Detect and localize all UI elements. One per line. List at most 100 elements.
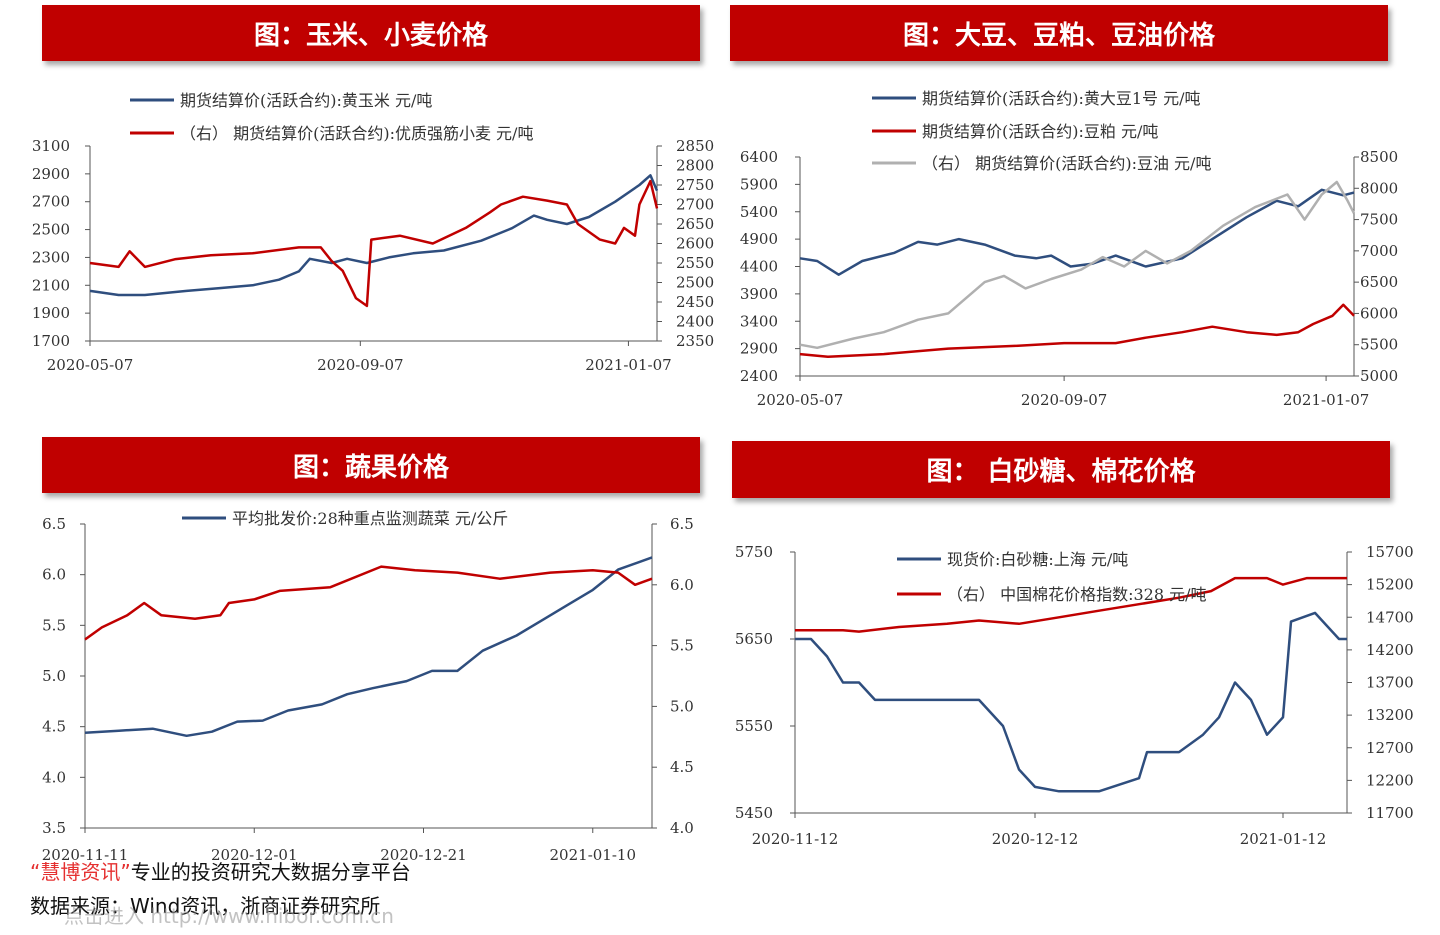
series-line-3: [799, 180, 1356, 350]
right-tick-label: 4.5: [670, 758, 694, 776]
right-tick-label: 2700: [676, 196, 714, 214]
left-tick-label: 2500: [32, 221, 70, 239]
left-tick-label: 6.0: [42, 566, 66, 584]
series-line-1: [89, 174, 659, 297]
x-tick-label: 2021-01-10: [550, 846, 636, 864]
right-tick-label: 6000: [1360, 304, 1398, 322]
legend-label-2: 期货结算价(活跃合约):豆粕 元/吨: [922, 122, 1158, 141]
right-tick-label: 8000: [1360, 179, 1398, 197]
right-tick-label: 2500: [676, 274, 714, 292]
left-tick-label: 5650: [735, 630, 773, 648]
right-tick-label: 12200: [1366, 771, 1414, 789]
left-tick-label: 1700: [32, 332, 70, 350]
left-tick-label: 2400: [740, 367, 778, 385]
series-line-1: [84, 556, 653, 738]
x-tick-label: 2020-11-12: [752, 830, 838, 848]
left-tick-label: 4.5: [42, 718, 66, 736]
right-tick-label: 2750: [676, 176, 714, 194]
left-tick-label: 3100: [32, 137, 70, 155]
left-tick-label: 2900: [32, 165, 70, 183]
x-tick-label: 2020-09-07: [317, 356, 403, 374]
left-tick-label: 2700: [32, 193, 70, 211]
x-tick-label: 2021-01-12: [1240, 830, 1326, 848]
legend-label-2: （右） 期货结算价(活跃合约):优质强筋小麦 元/吨: [180, 124, 533, 143]
left-tick-label: 5450: [735, 804, 773, 822]
x-tick-label: 2021-01-07: [585, 356, 671, 374]
chart1-title: 图：玉米、小麦价格: [42, 5, 700, 61]
right-tick-label: 2600: [676, 235, 714, 253]
right-tick-label: 2550: [676, 254, 714, 272]
right-tick-label: 6500: [1360, 273, 1398, 291]
series-line-1: [795, 611, 1347, 793]
x-tick-label: 2020-12-12: [992, 830, 1078, 848]
right-tick-label: 6.5: [670, 515, 694, 533]
footer-brand: “慧博资讯”: [30, 860, 131, 884]
right-tick-label: 15700: [1366, 543, 1414, 561]
left-tick-label: 6400: [740, 148, 778, 166]
left-tick-label: 4.0: [42, 768, 66, 786]
left-tick-label: 1900: [32, 304, 70, 322]
left-tick-label: 5400: [740, 203, 778, 221]
right-tick-label: 5500: [1360, 336, 1398, 354]
right-tick-label: 13200: [1366, 706, 1414, 724]
right-tick-label: 7000: [1360, 242, 1398, 260]
series-line-2: [795, 576, 1347, 633]
left-tick-label: 5900: [740, 175, 778, 193]
right-tick-label: 2650: [676, 215, 714, 233]
left-tick-label: 6.5: [42, 515, 66, 533]
series-line-1: [799, 188, 1355, 276]
right-tick-label: 15200: [1366, 576, 1414, 594]
left-tick-label: 5550: [735, 717, 773, 735]
right-tick-label: 8500: [1360, 148, 1398, 166]
legend-label-1: 平均批发价:28种重点监测蔬菜 元/公斤: [232, 509, 508, 528]
x-tick-label: 2020-12-01: [211, 846, 297, 864]
chart3-title: 图：蔬果价格: [42, 437, 700, 493]
footer-watermark: 点击进入 http://www.hibor.com.cn: [64, 904, 394, 928]
left-tick-label: 5.0: [42, 667, 66, 685]
footer-source: 数据来源：Wind资讯，浙商证券研究所: [30, 894, 381, 918]
x-tick-label: 2020-09-07: [1021, 391, 1107, 409]
left-tick-label: 5750: [735, 543, 773, 561]
right-tick-label: 5.0: [670, 697, 694, 715]
left-tick-label: 4900: [740, 230, 778, 248]
footer-slogan: 专业的投资研究大数据分享平台: [130, 860, 411, 884]
left-tick-label: 5.5: [42, 616, 66, 634]
legend-label-1: 现货价:白砂糖:上海 元/吨: [947, 550, 1128, 569]
legend-label-3: （右） 期货结算价(活跃合约):豆油 元/吨: [922, 154, 1211, 173]
chart4-title: 图： 白砂糖、棉花价格: [732, 441, 1390, 498]
left-tick-label: 2300: [32, 248, 70, 266]
left-tick-label: 4400: [740, 258, 778, 276]
left-tick-label: 3.5: [42, 819, 66, 837]
footer-brand-line: “慧博资讯”专业的投资研究大数据分享平台: [30, 856, 411, 885]
left-tick-label: 2100: [32, 276, 70, 294]
right-tick-label: 2350: [676, 332, 714, 350]
right-tick-label: 2800: [676, 157, 714, 175]
chart2-title: 图：大豆、豆粕、豆油价格: [730, 5, 1388, 61]
series-line-2: [89, 179, 659, 308]
right-tick-label: 11700: [1366, 804, 1414, 822]
right-tick-label: 5000: [1360, 367, 1398, 385]
legend-label-1: 期货结算价(活跃合约):黄大豆1号 元/吨: [922, 89, 1201, 108]
right-tick-label: 13700: [1366, 674, 1414, 692]
right-tick-label: 4.0: [670, 819, 694, 837]
x-tick-label: 2021-01-07: [1283, 391, 1369, 409]
x-tick-label: 2020-12-21: [380, 846, 466, 864]
right-tick-label: 5.5: [670, 637, 694, 655]
right-tick-label: 12700: [1366, 739, 1414, 757]
left-tick-label: 2900: [740, 340, 778, 358]
right-tick-label: 2450: [676, 293, 714, 311]
left-tick-label: 3400: [740, 312, 778, 330]
right-tick-label: 2850: [676, 137, 714, 155]
left-tick-label: 3900: [740, 285, 778, 303]
right-tick-label: 2400: [676, 313, 714, 331]
series-line-2: [799, 303, 1355, 359]
right-tick-label: 14700: [1366, 608, 1414, 626]
legend-label-2: （右） 中国棉花价格指数:328 元/吨: [947, 585, 1207, 604]
x-tick-label: 2020-05-07: [47, 356, 133, 374]
series-line-2: [84, 565, 653, 641]
x-tick-label: 2020-05-07: [757, 391, 843, 409]
